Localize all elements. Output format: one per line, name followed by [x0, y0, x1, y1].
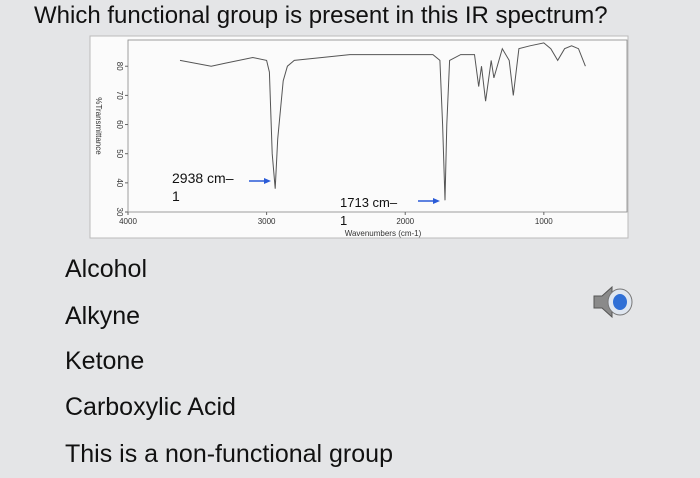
question: Which functional group is present in thi…	[34, 2, 608, 29]
option[interactable]: This is a non-functional group	[65, 440, 393, 468]
y-tick-label: 70	[115, 91, 124, 100]
x-tick-label: 1000	[535, 217, 553, 226]
plot-frame	[127, 39, 628, 213]
y-tick-label: 80	[115, 62, 124, 71]
option[interactable]: Alcohol	[65, 255, 147, 283]
chart: %Transmittance Wavenumbers (cm-1) 30 40 50…	[89, 35, 629, 239]
option[interactable]: Carboxylic Acid	[65, 393, 236, 421]
y-tick-label: 50	[115, 149, 124, 158]
annotation: 1713 cm–1	[340, 195, 398, 228]
chart-panel	[89, 35, 629, 239]
arrow	[249, 178, 440, 204]
y-tick-label: 60	[115, 120, 124, 129]
y-axis-label: %Transmittance	[94, 97, 103, 155]
speaker-icon[interactable]	[590, 282, 638, 322]
x-axis-label: Wavenumbers (cm-1)	[345, 229, 422, 238]
annotation: 2938 cm–1	[172, 170, 234, 204]
x-tick-label: 3000	[258, 217, 276, 226]
x-tick-label: 4000	[119, 217, 137, 226]
option[interactable]: Alkyne	[65, 302, 141, 330]
y-tick-label: 40	[115, 178, 124, 187]
option[interactable]: Ketone	[65, 347, 145, 375]
x-tick-label: 2000	[396, 217, 414, 226]
y-tick-label: 30	[115, 208, 124, 217]
spectrum-line	[179, 42, 586, 201]
